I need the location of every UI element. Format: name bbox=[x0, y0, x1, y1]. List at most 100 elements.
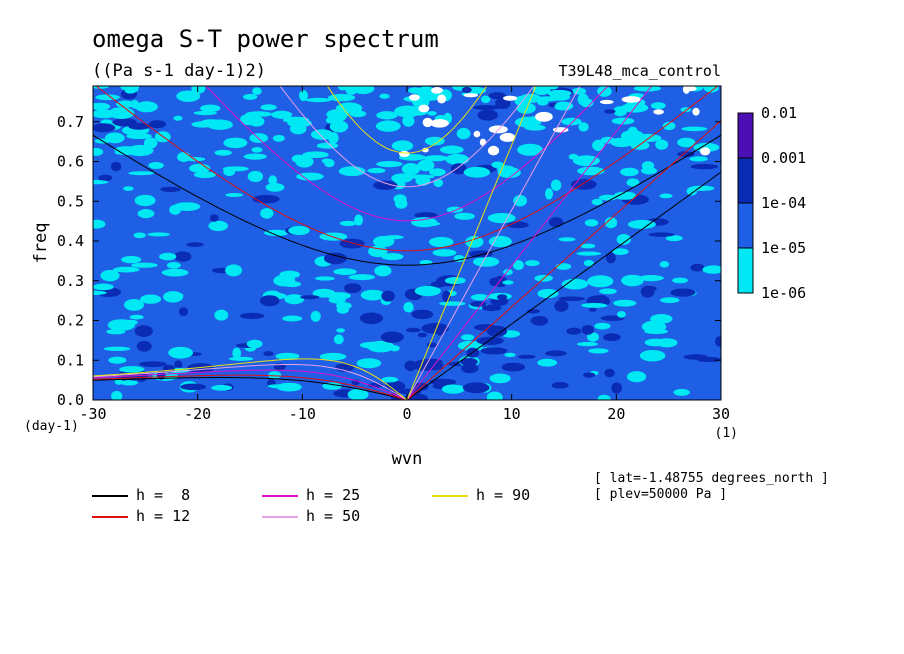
x-tick-label: 20 bbox=[607, 405, 625, 423]
field-blob bbox=[113, 266, 140, 273]
field-blob bbox=[338, 166, 366, 177]
colorbar-label: 0.001 bbox=[761, 149, 806, 167]
field-blob bbox=[677, 137, 696, 148]
field-blob bbox=[368, 245, 388, 258]
field-blob bbox=[243, 93, 258, 100]
field-blob bbox=[300, 295, 320, 300]
field-blob bbox=[345, 86, 358, 95]
field-blob bbox=[417, 159, 435, 172]
chart-subtitle: ((Pa s-1 day-1)2) bbox=[92, 61, 266, 81]
field-blob bbox=[497, 167, 521, 179]
field-blob bbox=[106, 329, 126, 335]
field-blob bbox=[660, 297, 680, 304]
field-blob bbox=[193, 171, 216, 179]
field-blob-min bbox=[503, 95, 518, 101]
field-blob bbox=[683, 354, 708, 360]
field-blob-min bbox=[430, 119, 449, 128]
field-blob bbox=[161, 268, 189, 277]
field-blob bbox=[592, 139, 605, 152]
field-blob bbox=[583, 259, 594, 267]
field-blob bbox=[124, 299, 144, 311]
field-blob bbox=[176, 90, 201, 102]
field-blob bbox=[344, 283, 362, 293]
field-blob bbox=[134, 194, 156, 207]
x-tick-label: 30 bbox=[712, 405, 730, 423]
field-blob bbox=[100, 269, 120, 282]
field-blob bbox=[93, 179, 109, 185]
field-blob bbox=[259, 295, 280, 307]
field-blob bbox=[115, 100, 135, 108]
field-blob bbox=[689, 156, 708, 162]
field-blob bbox=[662, 121, 676, 131]
field-blob bbox=[591, 198, 603, 206]
field-blob bbox=[681, 126, 708, 132]
field-blob bbox=[108, 107, 135, 119]
field-blob-min bbox=[399, 150, 410, 158]
field-blob bbox=[282, 315, 303, 322]
field-blob bbox=[414, 221, 441, 227]
gravity-curve bbox=[95, 86, 719, 252]
field-blob bbox=[461, 363, 479, 374]
field-blob bbox=[434, 378, 443, 387]
field-blob bbox=[263, 351, 274, 357]
field-blob bbox=[129, 314, 144, 320]
field-blob bbox=[483, 339, 504, 344]
field-blob bbox=[275, 352, 300, 360]
field-blob bbox=[391, 173, 413, 183]
y-tick-label: 0.3 bbox=[57, 272, 84, 290]
field-blob bbox=[403, 301, 414, 313]
field-blob bbox=[433, 178, 444, 188]
field-blob bbox=[611, 382, 623, 394]
field-blob bbox=[551, 382, 569, 389]
field-blob bbox=[359, 312, 384, 325]
field-blob bbox=[348, 274, 376, 281]
field-blob bbox=[416, 361, 444, 369]
field-blob bbox=[245, 111, 273, 117]
y-tick-label: 0.4 bbox=[57, 232, 84, 250]
field-blob bbox=[530, 316, 549, 326]
field-blob bbox=[267, 384, 288, 389]
field-blob bbox=[299, 90, 308, 102]
field-blob bbox=[391, 140, 414, 152]
field-blob bbox=[402, 115, 415, 127]
field-blob-min bbox=[499, 132, 516, 142]
colorbar-swatch bbox=[737, 112, 754, 159]
field-blob bbox=[693, 142, 720, 152]
field-blob bbox=[430, 281, 447, 288]
field-blob bbox=[93, 86, 109, 89]
rossby-curve bbox=[93, 364, 408, 400]
field-blob bbox=[477, 109, 499, 121]
colorbar-swatch bbox=[737, 247, 754, 294]
field-blob bbox=[627, 371, 647, 383]
field-blob bbox=[264, 229, 289, 236]
field-blob bbox=[550, 179, 562, 191]
field-blob bbox=[432, 249, 457, 257]
field-blob bbox=[587, 332, 599, 342]
field-blob bbox=[120, 380, 138, 386]
field-blob bbox=[352, 86, 375, 95]
field-blob bbox=[613, 191, 637, 200]
colorbar: 0.01 0.001 1e-04 1e-05 1e-06 bbox=[737, 104, 806, 302]
field-blob bbox=[295, 155, 314, 168]
field-blob bbox=[186, 242, 204, 248]
field-blob bbox=[376, 111, 398, 120]
field-blob bbox=[456, 127, 471, 140]
field-blob bbox=[376, 161, 403, 168]
field-blob bbox=[328, 93, 356, 102]
field-blob bbox=[128, 122, 151, 130]
field-blob bbox=[537, 98, 549, 106]
field-blob bbox=[314, 276, 335, 281]
field-blob bbox=[594, 322, 611, 330]
field-blob-min bbox=[422, 147, 429, 153]
field-blob bbox=[108, 356, 127, 364]
legend-swatch bbox=[92, 495, 128, 497]
field-blob bbox=[316, 142, 339, 149]
field-blob bbox=[548, 217, 564, 228]
y-axis: 0.0 0.1 0.2 0.3 0.4 0.5 0.6 0.7 bbox=[57, 113, 721, 409]
y-tick-label: 0.5 bbox=[57, 192, 84, 210]
field-blob bbox=[473, 256, 500, 267]
field-blob bbox=[105, 132, 125, 144]
field-blob bbox=[252, 87, 262, 95]
field-blob-min bbox=[487, 145, 500, 156]
field-blob bbox=[554, 102, 568, 111]
